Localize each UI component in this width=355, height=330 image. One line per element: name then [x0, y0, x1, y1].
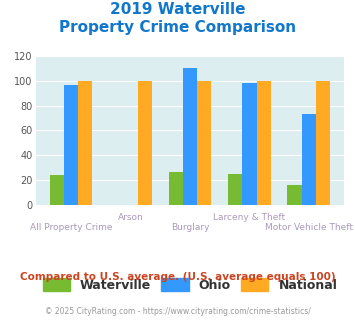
Bar: [242, 83, 257, 205]
Text: Arson: Arson: [118, 213, 143, 222]
Text: Motor Vehicle Theft: Motor Vehicle Theft: [265, 223, 353, 232]
Text: © 2025 CityRating.com - https://www.cityrating.com/crime-statistics/: © 2025 CityRating.com - https://www.city…: [45, 307, 310, 316]
Legend: Waterville, Ohio, National: Waterville, Ohio, National: [38, 273, 342, 297]
Bar: [288, 185, 302, 205]
Bar: [169, 172, 183, 205]
Bar: [138, 81, 152, 205]
Text: 2019 Waterville: 2019 Waterville: [110, 2, 245, 16]
Bar: [257, 81, 271, 205]
Bar: [197, 81, 211, 205]
Bar: [50, 175, 64, 205]
Text: Burglary: Burglary: [171, 223, 209, 232]
Bar: [316, 81, 330, 205]
Bar: [64, 84, 78, 205]
Bar: [78, 81, 92, 205]
Bar: [228, 174, 242, 205]
Text: Compared to U.S. average. (U.S. average equals 100): Compared to U.S. average. (U.S. average …: [20, 272, 335, 282]
Text: Larceny & Theft: Larceny & Theft: [213, 213, 285, 222]
Bar: [302, 114, 316, 205]
Text: All Property Crime: All Property Crime: [30, 223, 112, 232]
Text: Property Crime Comparison: Property Crime Comparison: [59, 20, 296, 35]
Bar: [183, 68, 197, 205]
